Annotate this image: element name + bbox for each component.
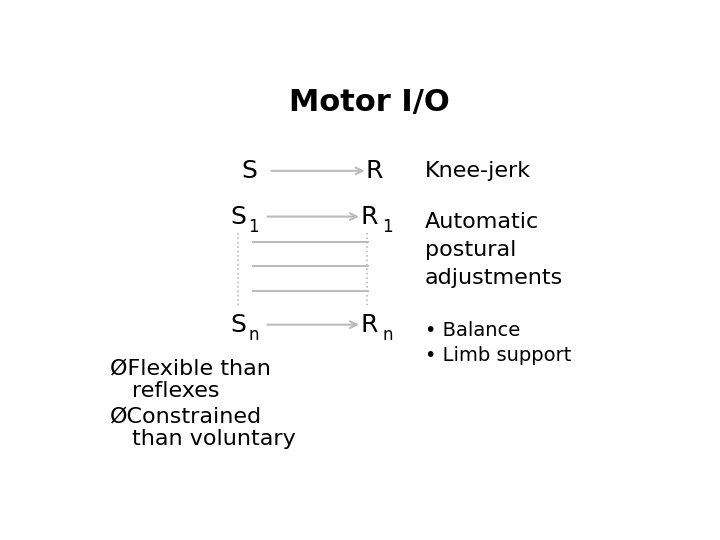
Text: than voluntary: than voluntary xyxy=(132,429,296,449)
Text: Motor I/O: Motor I/O xyxy=(289,87,449,117)
Text: n: n xyxy=(248,326,258,344)
Text: S: S xyxy=(230,205,246,228)
Text: R: R xyxy=(360,205,378,228)
Text: reflexes: reflexes xyxy=(132,381,220,401)
Text: 1: 1 xyxy=(382,218,392,236)
Text: S: S xyxy=(241,159,257,183)
Text: • Balance: • Balance xyxy=(425,321,520,340)
Text: S: S xyxy=(230,313,246,336)
Text: Automatic
postural
adjustments: Automatic postural adjustments xyxy=(425,212,563,288)
Text: Knee-jerk: Knee-jerk xyxy=(425,161,531,181)
Text: n: n xyxy=(382,326,392,344)
Text: R: R xyxy=(366,159,383,183)
Text: ØConstrained: ØConstrained xyxy=(109,406,261,426)
Text: 1: 1 xyxy=(248,218,258,236)
Text: ØFlexible than: ØFlexible than xyxy=(109,359,271,379)
Text: • Limb support: • Limb support xyxy=(425,346,571,366)
Text: R: R xyxy=(360,313,378,336)
